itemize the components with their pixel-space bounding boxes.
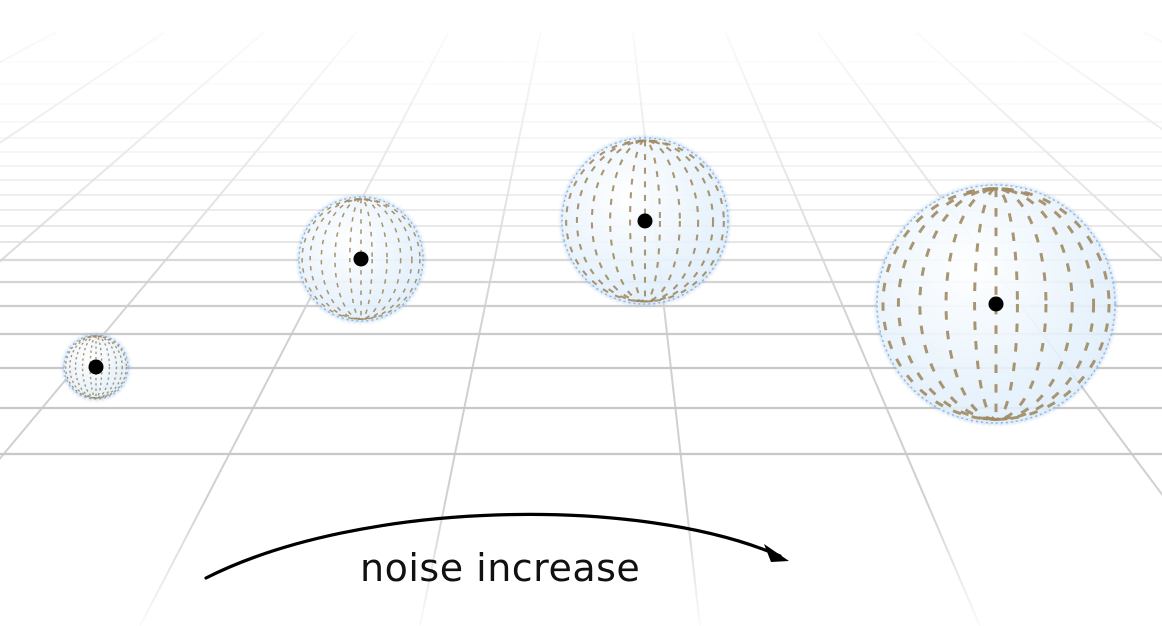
- sphere-meridian: [565, 139, 725, 303]
- sphere-meridian: [69, 335, 123, 399]
- noise-increase-arrow: [204, 512, 782, 580]
- sphere-meridian: [81, 335, 111, 399]
- sphere-meridian: [575, 139, 715, 303]
- arrow-head-icon: [764, 544, 789, 562]
- center-point: [88, 359, 104, 375]
- spheres-group: [62, 136, 1117, 425]
- center-point: [637, 213, 653, 229]
- sphere-3: [560, 136, 730, 306]
- caption: noise increase: [360, 546, 641, 590]
- sphere-meridian: [64, 335, 128, 399]
- sphere-meridian: [881, 187, 1111, 421]
- sphere-meridian: [301, 198, 421, 320]
- sphere-meridian: [896, 187, 1096, 421]
- sphere-1: [62, 333, 130, 401]
- center-point: [988, 296, 1004, 312]
- sphere-meridian: [590, 139, 700, 303]
- center-point: [353, 251, 369, 267]
- sphere-meridian: [309, 198, 413, 320]
- sphere-meridian: [334, 198, 388, 320]
- sphere-meridian: [609, 139, 681, 303]
- sphere-2: [297, 195, 425, 323]
- sphere-meridian: [944, 187, 1048, 421]
- sphere-4: [875, 183, 1117, 425]
